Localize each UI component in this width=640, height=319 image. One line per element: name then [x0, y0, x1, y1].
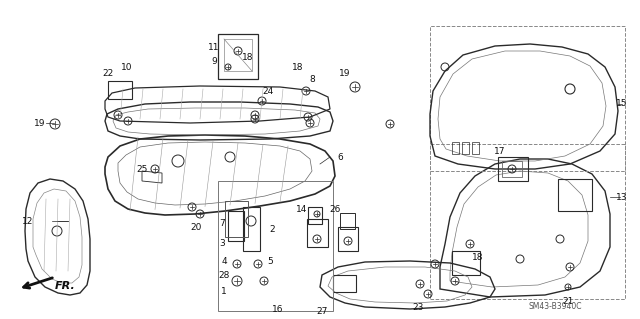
Text: 13: 13: [616, 192, 628, 202]
Bar: [430, 144, 625, 299]
Text: 20: 20: [190, 222, 202, 232]
Text: 21: 21: [563, 296, 573, 306]
Text: 22: 22: [102, 70, 114, 78]
Text: 8: 8: [309, 75, 315, 84]
Text: 14: 14: [296, 204, 308, 213]
Text: 11: 11: [208, 42, 220, 51]
Text: 26: 26: [330, 204, 340, 213]
Text: 28: 28: [218, 271, 230, 279]
Text: SM43-B3940C: SM43-B3940C: [528, 302, 582, 311]
Text: 7: 7: [219, 219, 225, 227]
Text: 24: 24: [262, 86, 274, 95]
Bar: [218, 181, 333, 311]
Text: 17: 17: [494, 146, 506, 155]
Text: FR.: FR.: [55, 281, 76, 291]
Text: 12: 12: [22, 217, 34, 226]
Text: 1: 1: [221, 286, 227, 295]
Text: 19: 19: [35, 118, 45, 128]
Bar: [472, 142, 479, 154]
Text: 19: 19: [339, 70, 351, 78]
Text: 16: 16: [272, 305, 284, 314]
Bar: [452, 142, 459, 154]
Text: 18: 18: [292, 63, 304, 71]
Text: 18: 18: [472, 253, 484, 262]
Text: 10: 10: [121, 63, 132, 71]
Text: 9: 9: [211, 56, 217, 65]
Text: 18: 18: [243, 53, 253, 62]
Text: 5: 5: [267, 256, 273, 265]
Text: 2: 2: [269, 225, 275, 234]
Text: 4: 4: [221, 256, 227, 265]
Text: 27: 27: [316, 307, 328, 315]
Bar: [430, 26, 625, 171]
Text: 6: 6: [337, 152, 343, 161]
Text: 23: 23: [412, 302, 424, 311]
Text: 25: 25: [136, 165, 148, 174]
Text: 15: 15: [616, 100, 628, 108]
Text: 3: 3: [219, 240, 225, 249]
Bar: [462, 142, 469, 154]
